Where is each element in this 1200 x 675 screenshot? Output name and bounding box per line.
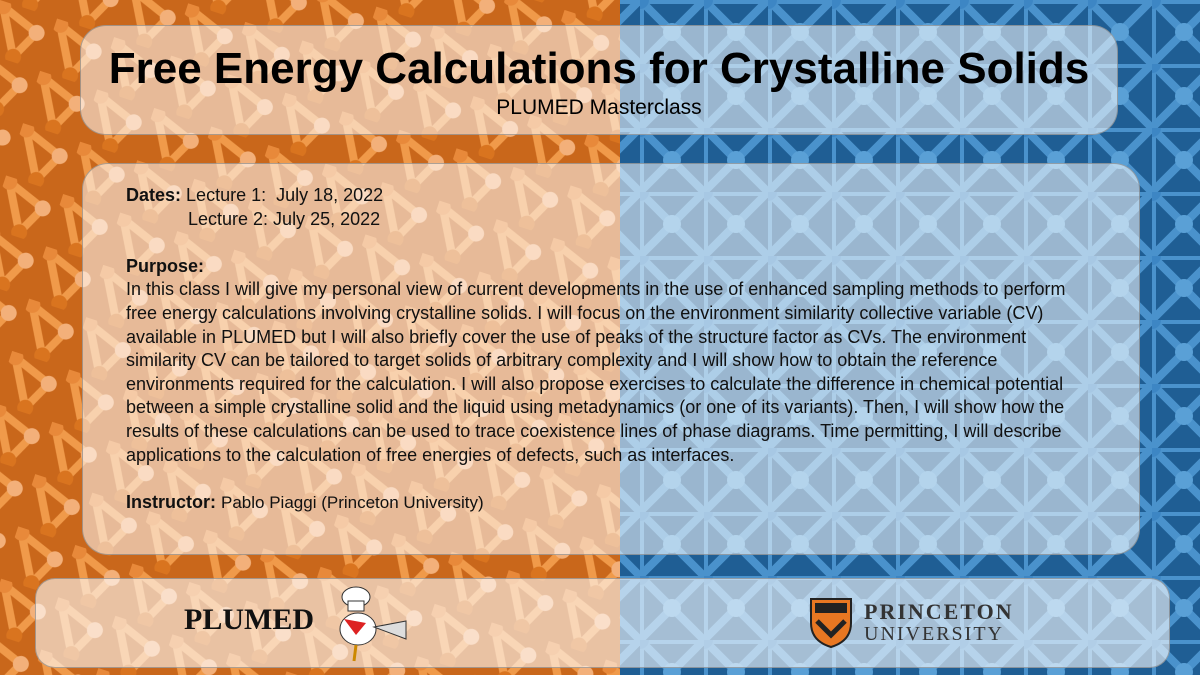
footer-panel: PLUMED PRINCETON UNIVERSITY xyxy=(35,578,1170,668)
details: Dates: Lecture 1: July 18, 2022 Lecture … xyxy=(126,184,1101,514)
date: Lecture 2: July 25, 2022 xyxy=(188,208,381,229)
princeton-logo: PRINCETON xyxy=(864,599,1014,624)
plumed-logo: PLUMED xyxy=(184,603,314,636)
details-panel: Dates: Lecture 1: July 18, 2022 Lecture … xyxy=(82,163,1140,555)
instructor-label: Instructor: xyxy=(126,491,216,512)
date: Lecture 1: July 18, 2022 xyxy=(186,185,384,205)
purpose-text: In this class I will give my personal vi… xyxy=(126,279,1066,465)
title: Free Energy Calculations for Crystalline… xyxy=(108,44,1090,93)
instructor: Pablo Piaggi (Princeton University) xyxy=(221,492,484,512)
dates-label: Dates: xyxy=(126,185,182,205)
dates-row: Dates: Lecture 1: July 18, 2022 xyxy=(126,184,1101,208)
princeton-logo: UNIVERSITY xyxy=(864,623,1004,645)
princeton-shield xyxy=(810,598,852,649)
purpose-label: Purpose: xyxy=(126,255,205,276)
plumed-mascot xyxy=(339,586,407,662)
header-panel: Free Energy Calculations for Crystalline… xyxy=(80,25,1118,135)
instructor-row: Instructor: Pablo Piaggi (Princeton Univ… xyxy=(126,491,1101,515)
subtitle: PLUMED Masterclass xyxy=(496,96,702,119)
